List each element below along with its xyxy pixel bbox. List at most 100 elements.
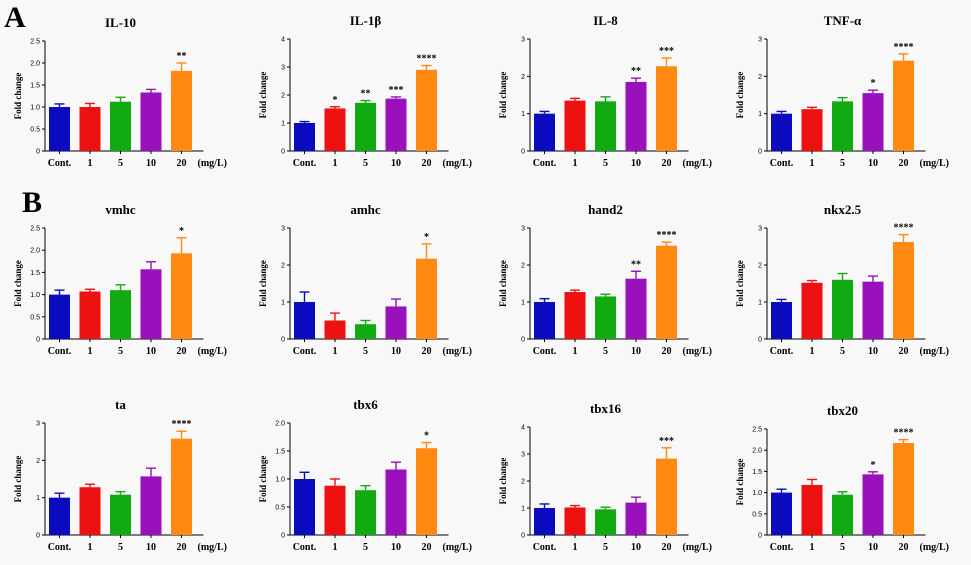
unit-label: (mg/L) [443, 158, 472, 169]
category-label: 5 [603, 346, 608, 357]
bar [893, 442, 914, 535]
category-label: Cont. [48, 542, 72, 553]
y-tick-label: 2 [758, 74, 762, 81]
bar [595, 296, 616, 339]
significance-label: * [333, 95, 338, 106]
y-tick-label: 3 [281, 226, 285, 233]
y-tick-label: 0 [758, 337, 762, 344]
significance-label: *** [389, 85, 404, 96]
significance-label: * [871, 460, 876, 471]
y-axis-label: Fold change [735, 459, 745, 506]
unit-label: (mg/L) [443, 346, 472, 357]
y-tick-label: 0 [36, 149, 40, 156]
y-tick-label: 4 [281, 37, 285, 44]
y-tick-label: 2 [758, 263, 762, 270]
unit-label: (mg/L) [198, 158, 227, 169]
category-label: 20 [177, 542, 187, 553]
y-tick-label: 1 [521, 506, 525, 513]
category-label: 1 [573, 346, 578, 357]
bar [416, 448, 437, 535]
category-label: 10 [146, 158, 156, 169]
y-tick-label: 2.0 [30, 61, 40, 68]
y-tick-label: 2.0 [275, 421, 285, 428]
bar [832, 279, 853, 339]
significance-label: * [424, 431, 429, 442]
unit-label: (mg/L) [920, 542, 949, 553]
chart-title: IL-10 [105, 15, 136, 30]
y-tick-label: 2.0 [30, 248, 40, 255]
bar [79, 291, 101, 339]
bar [832, 494, 853, 535]
bar [625, 502, 647, 535]
category-label: Cont. [48, 158, 72, 169]
y-tick-label: 0.5 [275, 505, 285, 512]
y-tick-label: 2 [281, 263, 285, 270]
bar [625, 278, 647, 339]
bar [79, 107, 101, 151]
y-tick-label: 2 [36, 458, 40, 465]
bar [110, 101, 131, 151]
chart-title: hand2 [588, 202, 623, 217]
bar [294, 479, 315, 535]
category-label: 1 [88, 542, 93, 553]
bar [79, 487, 101, 535]
bar [534, 508, 555, 535]
chart-IL-1b: IL-1β Fold change 0 1 2 3 4 Cont. * 1 ** 5 *** 10 ****… [258, 13, 472, 169]
category-label: 10 [868, 542, 878, 553]
bar [416, 69, 437, 151]
unit-label: (mg/L) [920, 346, 949, 357]
category-label: 1 [810, 158, 815, 169]
significance-label: * [424, 232, 429, 243]
category-label: Cont. [533, 346, 557, 357]
category-label: 20 [899, 346, 909, 357]
category-label: Cont. [770, 158, 794, 169]
chart-IL-10: IL-10 Fold change 0 0.5 1.0 1.5 2.0 2.5 Cont. 1 5 1… [13, 15, 227, 169]
y-axis-label: Fold change [735, 260, 745, 307]
y-tick-label: 3 [521, 37, 525, 44]
bar [171, 438, 192, 535]
y-axis-label: Fold change [13, 260, 23, 307]
bar [832, 101, 853, 151]
bar [771, 302, 792, 339]
y-tick-label: 2.5 [30, 39, 40, 46]
category-label: 10 [391, 158, 401, 169]
y-axis-label: Fold change [258, 260, 268, 307]
category-label: 20 [422, 346, 432, 357]
bar [171, 253, 192, 339]
bar [416, 258, 437, 339]
y-tick-label: 4 [521, 425, 525, 432]
category-label: Cont. [48, 346, 72, 357]
category-label: 20 [662, 158, 672, 169]
y-tick-label: 1.5 [30, 270, 40, 277]
y-tick-label: 1 [758, 111, 762, 118]
y-tick-label: 3 [758, 37, 762, 44]
chart-amhc: amhc Fold change 0 1 2 3 Cont. 1 5 10 * 20 (mg/L) [258, 202, 472, 357]
y-axis-label: Fold change [498, 260, 508, 307]
category-label: 20 [177, 346, 187, 357]
bar [862, 474, 884, 535]
category-label: Cont. [293, 158, 317, 169]
chart-title: amhc [350, 202, 381, 217]
unit-label: (mg/L) [683, 346, 712, 357]
bar [324, 320, 346, 339]
y-tick-label: 0.5 [752, 511, 762, 518]
bar [801, 282, 823, 339]
chart-title: IL-8 [593, 13, 618, 28]
category-label: 10 [391, 346, 401, 357]
y-axis-label: Fold change [498, 458, 508, 505]
bar [893, 242, 914, 339]
chart-hand2: hand2 Fold change 0 1 2 3 Cont. 1 5 ** 10 **** 20 (mg… [498, 202, 712, 357]
bar [893, 60, 914, 151]
chart-title: nkx2.5 [824, 202, 862, 217]
bar [171, 70, 192, 151]
chart-title: vmhc [105, 202, 136, 217]
y-tick-label: 0 [521, 533, 525, 540]
significance-label: ** [361, 89, 371, 100]
y-tick-label: 3 [281, 65, 285, 72]
bar [801, 484, 823, 535]
y-tick-label: 1 [281, 121, 285, 128]
category-label: 10 [631, 158, 641, 169]
category-label: 5 [363, 346, 368, 357]
category-label: 1 [810, 542, 815, 553]
chart-tbx6: tbx6 Fold change 0 0.5 1.0 1.5 2.0 Cont. 1 5 10 * 20… [258, 397, 472, 553]
